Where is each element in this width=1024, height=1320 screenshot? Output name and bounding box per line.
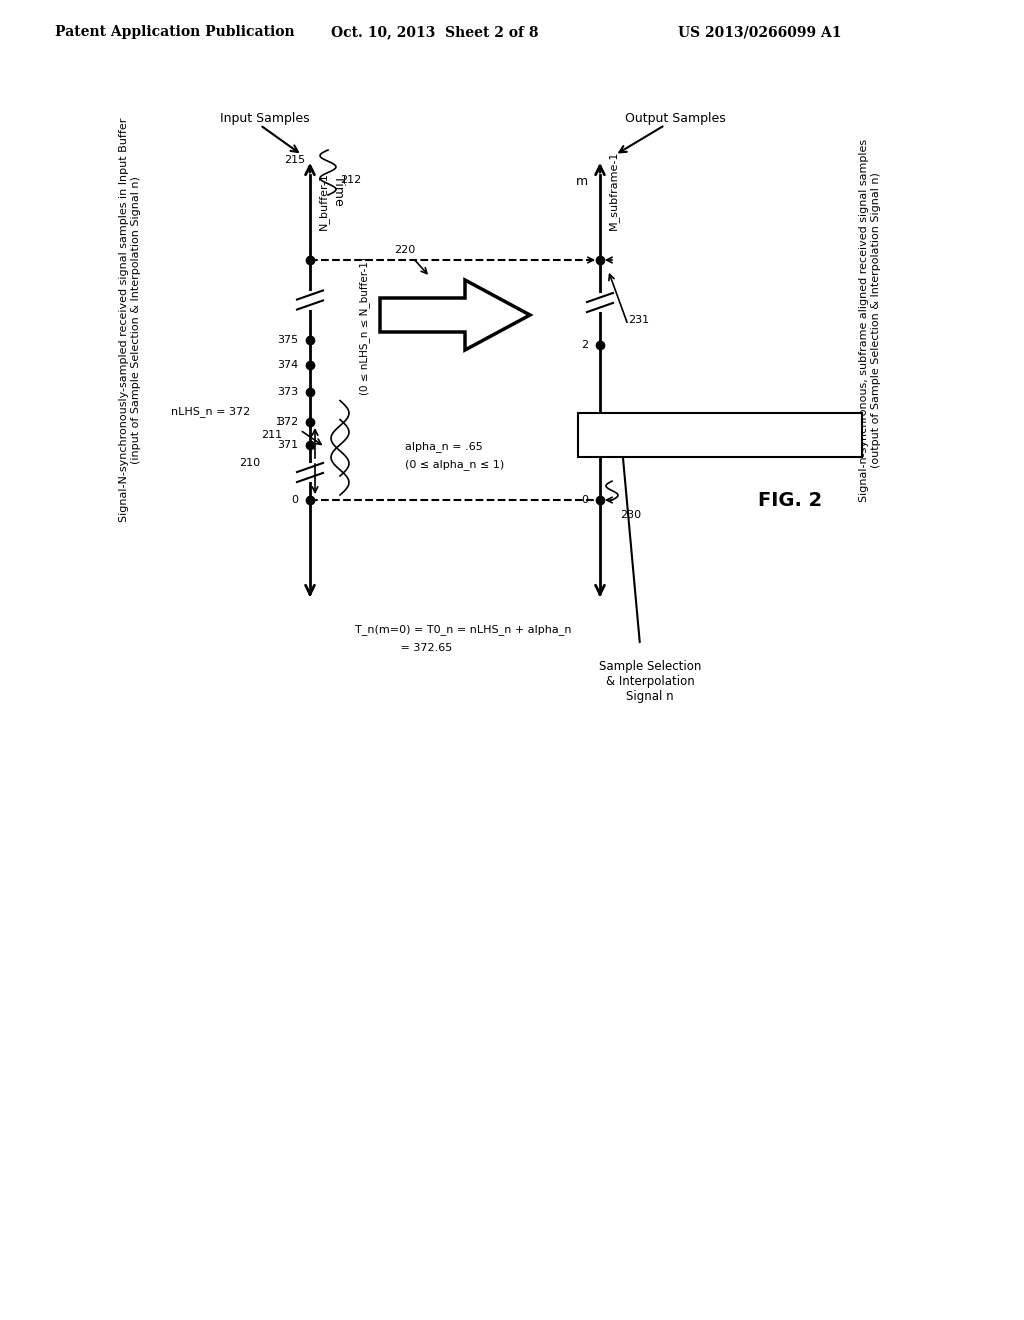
Text: 373: 373 [276, 387, 298, 397]
Text: 231: 231 [628, 315, 649, 325]
Text: 0: 0 [581, 495, 588, 506]
Bar [296, 290, 324, 309]
Text: nLHS_n, alpha_n = Timing Control for Signal n: nLHS_n, alpha_n = Timing Control for Sig… [591, 429, 849, 441]
Text: = 372.65: = 372.65 [355, 643, 453, 653]
Text: 0: 0 [291, 495, 298, 506]
Text: 375: 375 [276, 335, 298, 345]
Text: 230: 230 [620, 510, 641, 520]
Text: 215: 215 [284, 154, 305, 165]
Text: Signal-N-synchronously-sampled received signal samples in Input Buffer
(input of: Signal-N-synchronously-sampled received … [119, 117, 141, 523]
Text: alpha_n = .65: alpha_n = .65 [406, 442, 482, 453]
Text: 212: 212 [340, 176, 361, 185]
Text: 374: 374 [276, 360, 298, 370]
Text: 2: 2 [581, 341, 588, 350]
Text: Signal-n-synchronous, subframe aligned received signal samples
(output of Sample: Signal-n-synchronous, subframe aligned r… [859, 139, 881, 502]
Text: 211: 211 [261, 430, 282, 440]
Text: Patent Application Publication: Patent Application Publication [55, 25, 295, 40]
Text: M_subframe-1: M_subframe-1 [608, 150, 618, 230]
Text: Sample Selection
& Interpolation
Signal n: Sample Selection & Interpolation Signal … [599, 660, 701, 704]
Text: US 2013/0266099 A1: US 2013/0266099 A1 [678, 25, 842, 40]
Text: N_buffer-1: N_buffer-1 [318, 172, 329, 230]
Bar [296, 463, 324, 482]
Text: 1: 1 [581, 414, 588, 425]
Text: FIG. 2: FIG. 2 [758, 491, 822, 510]
Text: T_n(m=0) = T0_n = nLHS_n + alpha_n: T_n(m=0) = T0_n = nLHS_n + alpha_n [355, 624, 571, 635]
Polygon shape [380, 280, 530, 350]
Text: 220: 220 [394, 246, 416, 255]
Bar [586, 293, 614, 312]
Text: Output Samples: Output Samples [625, 112, 725, 125]
Text: 210: 210 [239, 458, 260, 467]
Text: (0 ≤ alpha_n ≤ 1): (0 ≤ alpha_n ≤ 1) [406, 459, 504, 470]
Text: 372: 372 [276, 417, 298, 426]
Text: 1: 1 [275, 417, 282, 426]
Text: (0 ≤ nLHS_n ≤ N_buffer-1): (0 ≤ nLHS_n ≤ N_buffer-1) [359, 257, 371, 395]
Text: m: m [575, 176, 588, 187]
Text: Input Samples: Input Samples [220, 112, 310, 125]
Text: Time: Time [332, 176, 345, 206]
FancyBboxPatch shape [578, 413, 862, 457]
Text: 371: 371 [276, 440, 298, 450]
Text: nLHS_n = 372: nLHS_n = 372 [171, 407, 250, 417]
Text: Oct. 10, 2013  Sheet 2 of 8: Oct. 10, 2013 Sheet 2 of 8 [331, 25, 539, 40]
